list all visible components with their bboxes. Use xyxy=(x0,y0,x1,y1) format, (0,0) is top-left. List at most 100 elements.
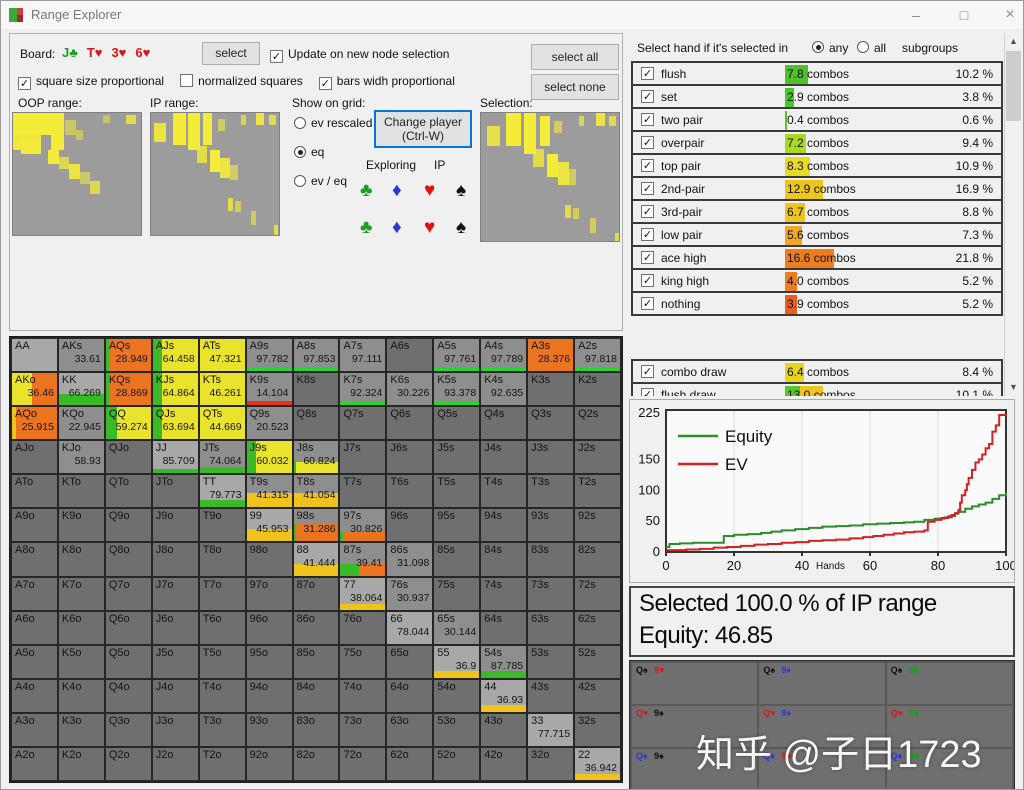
grid-cell-74o[interactable]: 74o xyxy=(340,679,386,712)
grid-cell-97s[interactable]: 97s 30.826 xyxy=(340,509,386,542)
change-player-button[interactable]: Change player (Ctrl-W) xyxy=(374,110,472,148)
grid-cell-Q2s[interactable]: Q2s xyxy=(575,407,620,440)
grid-cell-Q7o[interactable]: Q7o xyxy=(105,577,151,610)
category-checkbox[interactable]: ✓ xyxy=(641,136,654,149)
grid-cell-A6o[interactable]: A6o xyxy=(12,611,57,644)
grid-cell-J6o[interactable]: J6o xyxy=(152,611,198,644)
grid-cell-73s[interactable]: 73s xyxy=(528,577,574,610)
grid-cell-JTs[interactable]: JTs 74.064 xyxy=(199,441,245,474)
grid-cell-98o[interactable]: 98o xyxy=(246,543,292,576)
grid-cell-Q8o[interactable]: Q8o xyxy=(105,543,151,576)
grid-cell-96o[interactable]: 96o xyxy=(246,611,292,644)
grid-cell-K6s[interactable]: K6s 30.226 xyxy=(387,373,433,406)
grid-cell-66[interactable]: 66 78.044 xyxy=(387,611,433,644)
grid-cell-86o[interactable]: 86o xyxy=(293,611,339,644)
oop-range-thumbnail[interactable] xyxy=(12,112,142,236)
grid-cell-K2o[interactable]: K2o xyxy=(58,747,104,780)
grid-cell-76o[interactable]: 76o xyxy=(340,611,386,644)
grid-cell-K2s[interactable]: K2s xyxy=(575,373,620,406)
combo-cell[interactable]: Q♥ 9♣ xyxy=(886,706,1012,747)
grid-cell-86s[interactable]: 86s 31.098 xyxy=(387,543,433,576)
grid-cell-43s[interactable]: 43s xyxy=(528,679,574,712)
grid-cell-A9s[interactable]: A9s 97.782 xyxy=(246,339,292,372)
category-row-combo-draw[interactable]: ✓ combo draw 6.4 combos 8.4 % xyxy=(631,359,1003,384)
grid-cell-64o[interactable]: 64o xyxy=(387,679,433,712)
grid-cell-Q2o[interactable]: Q2o xyxy=(105,747,151,780)
checkbox-icon[interactable]: ✓ xyxy=(270,50,283,63)
grid-cell-53s[interactable]: 53s xyxy=(528,645,574,678)
grid-cell-T2s[interactable]: T2s xyxy=(575,475,620,508)
grid-cell-J8s[interactable]: J8s 60.824 xyxy=(293,441,339,474)
grid-cell-72o[interactable]: 72o xyxy=(340,747,386,780)
category-row-ace-high[interactable]: ✓ ace high 16.6 combos 21.8 % xyxy=(631,245,1003,270)
grid-cell-J4o[interactable]: J4o xyxy=(152,679,198,712)
category-checkbox[interactable]: ✓ xyxy=(641,388,654,396)
grid-cell-QJs[interactable]: QJs 63.694 xyxy=(152,407,198,440)
update-on-node-checkbox[interactable]: ✓ Update on new node selection xyxy=(270,47,450,63)
suit-toggle-icon[interactable]: ♦ xyxy=(392,217,402,238)
grid-cell-54s[interactable]: 54s 87.785 xyxy=(481,645,527,678)
select-none-button[interactable]: select none xyxy=(531,74,619,100)
grid-cell-J9s[interactable]: J9s 60.032 xyxy=(246,441,292,474)
grid-cell-AA[interactable]: AA xyxy=(12,339,57,372)
grid-cell-88[interactable]: 88 41.444 xyxy=(293,543,339,576)
radio-any[interactable] xyxy=(812,41,824,53)
grid-cell-Q3o[interactable]: Q3o xyxy=(105,713,151,746)
grid-cell-84s[interactable]: 84s xyxy=(481,543,527,576)
category-row-top-pair[interactable]: ✓ top pair 8.3 combos 10.9 % xyxy=(631,153,1003,178)
grid-cell-J3s[interactable]: J3s xyxy=(528,441,574,474)
grid-cell-Q4s[interactable]: Q4s xyxy=(481,407,527,440)
combo-cell[interactable]: Q♦ 9♠ xyxy=(632,749,758,789)
grid-cell-85o[interactable]: 85o xyxy=(293,645,339,678)
grid-cell-K4o[interactable]: K4o xyxy=(58,679,104,712)
grid-cell-95o[interactable]: 95o xyxy=(246,645,292,678)
radio-ev-rescaled[interactable]: ev rescaled xyxy=(294,114,372,132)
grid-cell-32o[interactable]: 32o xyxy=(528,747,574,780)
grid-cell-K3o[interactable]: K3o xyxy=(58,713,104,746)
grid-cell-Q5o[interactable]: Q5o xyxy=(105,645,151,678)
close-button[interactable]: × xyxy=(1005,6,1015,23)
category-checkbox[interactable]: ✓ xyxy=(641,205,654,218)
combo-cell[interactable]: Q♠ 9♦ xyxy=(759,663,885,704)
category-row-low-pair[interactable]: ✓ low pair 5.6 combos 7.3 % xyxy=(631,222,1003,247)
grid-cell-63o[interactable]: 63o xyxy=(387,713,433,746)
display-option-checkbox[interactable]: ✓ square size proportional xyxy=(18,74,165,90)
grid-cell-Q5s[interactable]: Q5s xyxy=(434,407,480,440)
ip-range-thumbnail[interactable] xyxy=(150,112,280,236)
grid-cell-63s[interactable]: 63s xyxy=(528,611,574,644)
grid-cell-JJ[interactable]: JJ 85.709 xyxy=(152,441,198,474)
grid-cell-Q9s[interactable]: Q9s 20.523 xyxy=(246,407,292,440)
grid-cell-AJo[interactable]: AJo xyxy=(12,441,57,474)
grid-cell-A3s[interactable]: A3s 28.376 xyxy=(528,339,574,372)
grid-cell-A9o[interactable]: A9o xyxy=(12,509,57,542)
grid-cell-Q8s[interactable]: Q8s xyxy=(293,407,339,440)
grid-cell-75s[interactable]: 75s xyxy=(434,577,480,610)
grid-cell-KQo[interactable]: KQo 22.945 xyxy=(58,407,104,440)
category-checkbox[interactable]: ✓ xyxy=(641,365,654,378)
grid-cell-K3s[interactable]: K3s xyxy=(528,373,574,406)
grid-cell-AKo[interactable]: AKo 36.46 xyxy=(12,373,57,406)
grid-cell-AKs[interactable]: AKs 33.61 xyxy=(58,339,104,372)
suit-toggle-icon[interactable]: ♠ xyxy=(456,217,467,238)
grid-cell-42s[interactable]: 42s xyxy=(575,679,620,712)
suit-toggle-icon[interactable]: ♥ xyxy=(424,180,436,201)
grid-cell-53o[interactable]: 53o xyxy=(434,713,480,746)
combo-cell[interactable]: Q♥ 9♠ xyxy=(632,706,758,747)
grid-cell-87o[interactable]: 87o xyxy=(293,577,339,610)
grid-cell-T3s[interactable]: T3s xyxy=(528,475,574,508)
category-row-flush[interactable]: ✓ flush 7.8 combos 10.2 % xyxy=(631,61,1003,86)
grid-cell-QTo[interactable]: QTo xyxy=(105,475,151,508)
grid-cell-ATs[interactable]: ATs 47.321 xyxy=(199,339,245,372)
combo-cell[interactable]: Q♥ 9♦ xyxy=(759,706,885,747)
grid-cell-Q6s[interactable]: Q6s xyxy=(387,407,433,440)
minimize-button[interactable]: – xyxy=(912,7,920,23)
grid-cell-T6s[interactable]: T6s xyxy=(387,475,433,508)
grid-cell-52o[interactable]: 52o xyxy=(434,747,480,780)
grid-cell-T4o[interactable]: T4o xyxy=(199,679,245,712)
category-checkbox[interactable]: ✓ xyxy=(641,67,654,80)
grid-cell-T2o[interactable]: T2o xyxy=(199,747,245,780)
scroll-down-icon[interactable]: ▼ xyxy=(1005,379,1021,396)
grid-cell-75o[interactable]: 75o xyxy=(340,645,386,678)
grid-cell-T9s[interactable]: T9s 41.315 xyxy=(246,475,292,508)
grid-cell-TT[interactable]: TT 79.773 xyxy=(199,475,245,508)
